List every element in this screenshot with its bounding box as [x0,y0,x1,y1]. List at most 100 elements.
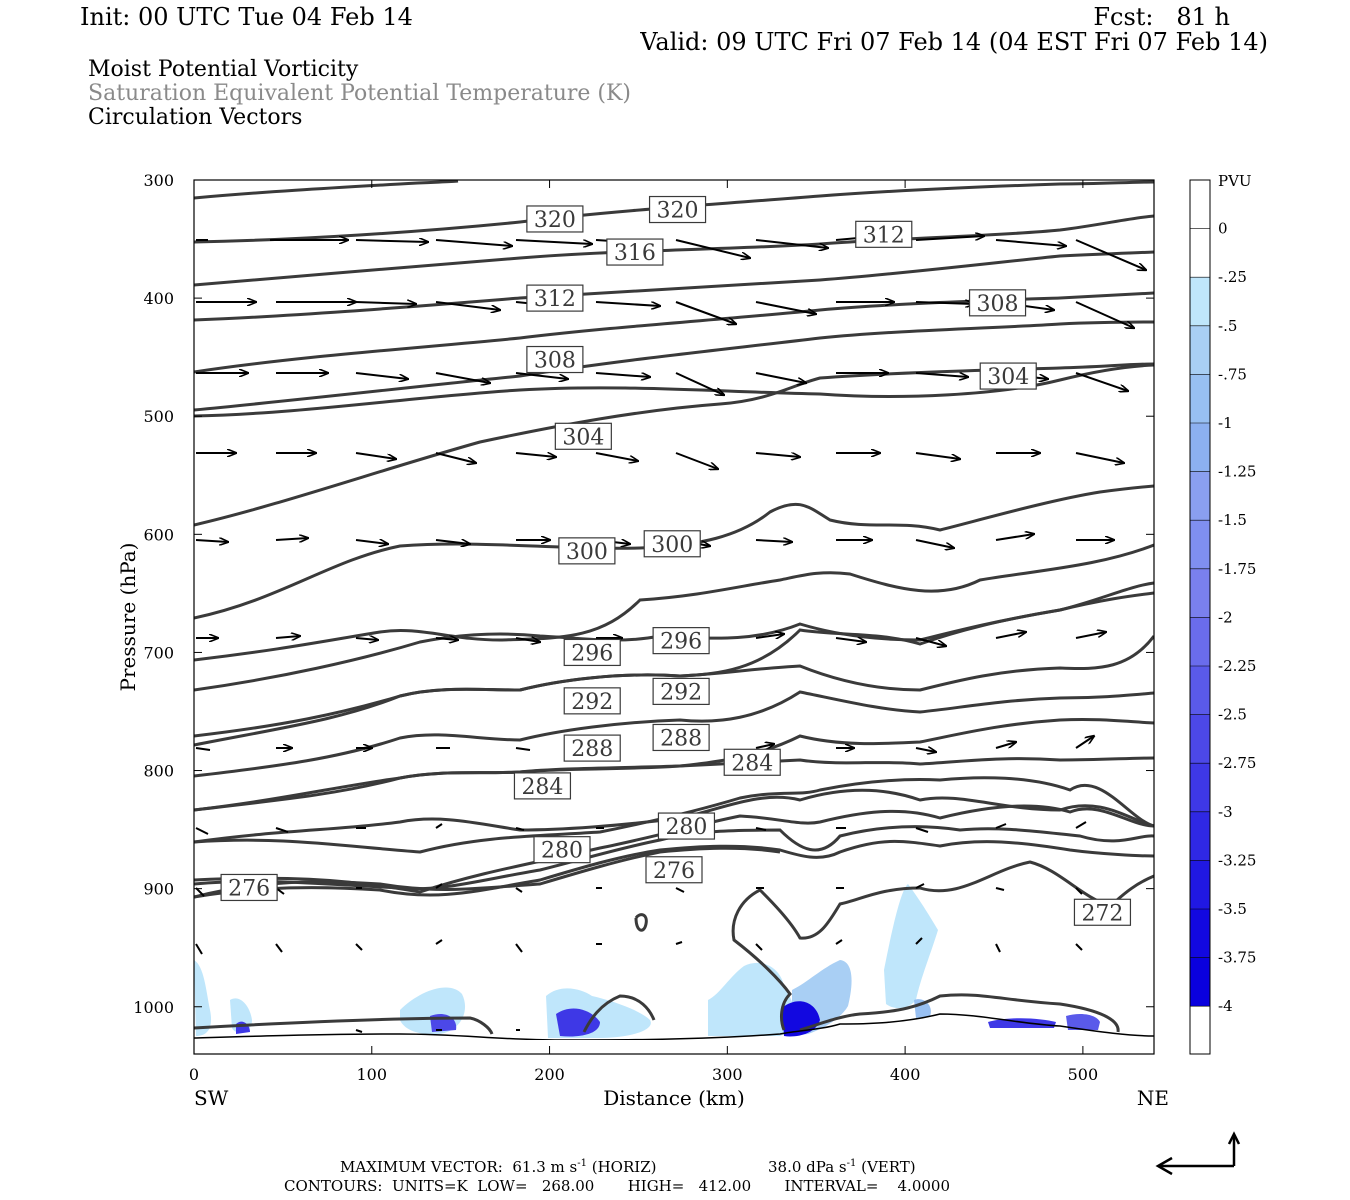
circulation-vector [595,452,638,461]
contour-label-text: 296 [571,641,613,666]
theta-e-contour-line [194,846,781,899]
circulation-vector [435,939,443,945]
colorbar-swatch [1190,811,1210,861]
pv-shade-region [884,884,938,1009]
colorbar-swatch [1190,714,1210,764]
circulation-vector [355,240,428,242]
theta-e-contour-line [194,776,1154,854]
x-tick-label: 400 [890,1065,921,1084]
y-tick-label: 500 [143,407,174,426]
circulation-vector [355,540,388,544]
contour-label-box [652,677,710,706]
theta-e-contour-line [194,756,1154,812]
forecast-hour: Fcst: 81 h [1093,3,1230,31]
contour-label-text: 272 [1081,901,1123,926]
contour-label-text: 316 [614,241,656,266]
circulation-vector [355,638,378,640]
contour-label-box [220,873,278,902]
max-vector-text: MAXIMUM VECTOR: 61.3 m s-1 (HORIZ) 38.0 d… [340,1158,916,1176]
contour-label-text: 308 [977,292,1019,317]
contour-label-text: 284 [521,775,563,800]
title-vectors: Circulation Vectors [88,105,302,130]
contour-label-box [554,422,612,450]
colorbar-label: -1.75 [1218,560,1256,578]
contour-label: 296 [652,627,710,655]
theta-e-contour-line [194,484,1154,620]
theta-e-contour-line [582,994,656,1033]
contour-label-text: 304 [562,425,604,450]
x-axis-label: Distance (km) [603,1086,745,1110]
circulation-vector [915,302,974,304]
circulation-vector [915,827,929,833]
theta-e-contour-line [731,860,1154,1031]
contour-label: 308 [968,289,1027,317]
circulation-vector [995,239,1066,246]
colorbar-swatch [1190,374,1210,423]
circulation-vector [675,239,750,258]
contour-label: 320 [648,195,707,224]
contour-label-box [652,723,710,752]
circulation-vector [755,239,828,248]
circulation-vector [915,539,954,548]
contour-label-box [533,836,591,864]
contour-label-box [558,537,616,565]
contour-label-text: 308 [534,349,576,374]
circulation-vector [915,637,946,646]
colorbar-swatch [1190,860,1210,909]
circulation-vector [515,827,525,831]
contour-label-box [968,289,1027,317]
contour-label-text: 320 [534,208,576,233]
circulation-vector [355,452,396,459]
circulation-vector [435,638,458,640]
circulation-vector [195,887,205,897]
contour-label-box [645,856,703,884]
reference-vector-icon [1155,1131,1241,1176]
colorbar-label: -3.5 [1218,900,1247,918]
x-tick-label: 500 [1068,1065,1099,1084]
theta-e-contour-line [194,690,1154,778]
contour-label-box [979,362,1037,390]
theta-e-contours [194,180,1154,1035]
circulation-vector [355,1029,363,1033]
x-tick-label: 0 [189,1065,199,1084]
contour-label-text: 300 [651,533,693,558]
theta-e-contour-line [194,363,1154,418]
x-tick-label: 100 [357,1065,388,1084]
pv-shading [194,884,1100,1038]
contour-label: 280 [533,836,591,864]
circulation-vector [1075,372,1128,391]
y-tick-label: 600 [143,525,174,544]
contour-label: 292 [563,687,621,715]
contour-label-box [526,284,584,312]
colorbar-label: -2.25 [1218,657,1256,675]
contour-label-text: 304 [987,365,1029,390]
circulation-vector [1075,736,1094,749]
contour-label: 312 [526,284,584,312]
contour-label-box [643,530,701,558]
y-tick-label: 1000 [133,998,174,1017]
contour-label: 304 [554,422,612,450]
contour-label-text: 276 [228,876,270,901]
circulation-vector [595,372,650,377]
circulation-vector [1075,632,1106,639]
circulation-vector [195,540,228,542]
circulation-vector [275,636,300,638]
pv-shade-region [556,1008,600,1037]
colorbar-frame [1189,179,1211,1055]
contour-label-text: 280 [665,815,707,840]
ne-label: NE [1137,1086,1169,1110]
contour-label: 316 [606,238,664,266]
colorbar-label: 0 [1218,220,1228,238]
colorbar-label: -.25 [1218,268,1247,286]
contour-label-box [652,627,710,655]
contour-label-text: 292 [660,680,702,705]
contour-label: 284 [723,748,781,776]
sw-label: SW [194,1086,229,1110]
contour-label: 292 [652,677,710,706]
circulation-vector [755,827,767,831]
contour-label-box [513,772,572,800]
colorbar-label: -3.75 [1218,949,1256,967]
circulation-vector [675,301,736,324]
circulation-vector [435,301,500,310]
